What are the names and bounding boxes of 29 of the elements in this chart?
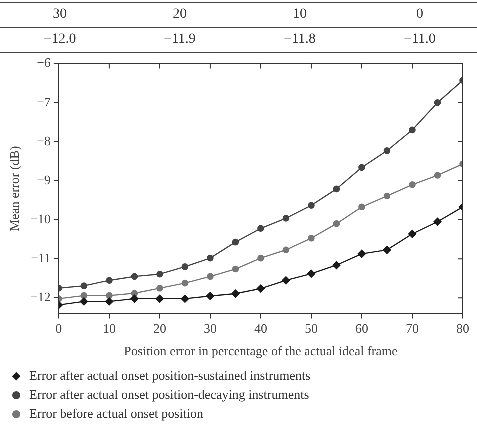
x-tick-label: 50	[304, 321, 318, 336]
y-tick-label: −7	[37, 94, 52, 110]
y-tick-label: −6	[37, 55, 52, 70]
x-tick-label: 0	[56, 321, 62, 336]
text: −11.9	[120, 27, 240, 52]
x-axis-title: Position error in percentage of the actual ideal frame	[124, 344, 398, 359]
x-tick-label: 40	[254, 321, 268, 336]
legend-label: Error after actual onset position-decaying instruments	[30, 386, 310, 402]
text: −12.0	[0, 27, 120, 52]
text: 30	[52, 6, 68, 24]
legend-label: Error before actual onset position	[30, 406, 204, 421]
text: −11.0	[360, 27, 477, 52]
text: 10	[292, 6, 308, 24]
text: −11.8	[240, 27, 360, 52]
y-tick-label: −12	[30, 290, 51, 305]
x-tick-label: 80	[456, 321, 470, 336]
text: 20	[172, 6, 188, 24]
y-axis-title: Mean error (dB)	[7, 146, 22, 232]
y-tick-label: −8	[37, 133, 51, 148]
legend-label: Error after actual onset position-sustained instruments	[30, 368, 311, 383]
x-tick-label: 70	[406, 321, 419, 336]
y-tick-label: −11	[31, 250, 51, 266]
x-tick-label: 20	[153, 321, 166, 336]
x-tick-label: 60	[355, 321, 368, 336]
y-tick-label: −9	[37, 172, 51, 188]
x-tick-label: 30	[204, 321, 217, 336]
x-tick-label: 10	[102, 321, 116, 336]
text: 0	[416, 6, 424, 24]
y-tick-label: −10	[30, 211, 51, 226]
